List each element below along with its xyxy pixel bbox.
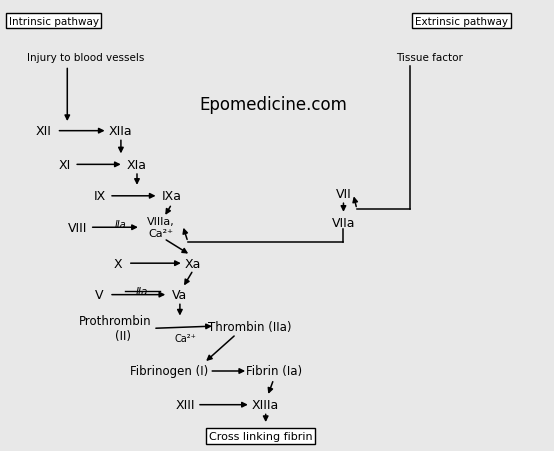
Text: Xa: Xa: [185, 257, 202, 270]
Text: IXa: IXa: [162, 190, 182, 203]
Text: Tissue factor: Tissue factor: [396, 52, 463, 62]
Text: V: V: [95, 289, 104, 301]
Text: VIIIa,
Ca²⁺: VIIIa, Ca²⁺: [147, 217, 175, 239]
Text: Ca²⁺: Ca²⁺: [175, 333, 196, 344]
Text: Cross linking fibrin: Cross linking fibrin: [208, 431, 312, 441]
Text: IIa: IIa: [115, 219, 127, 229]
Text: VII: VII: [336, 188, 351, 201]
Text: Fibrinogen (I): Fibrinogen (I): [130, 365, 208, 377]
Text: Fibrin (Ia): Fibrin (Ia): [245, 365, 302, 377]
Text: XIIa: XIIa: [109, 125, 133, 138]
Text: Epomedicine.com: Epomedicine.com: [200, 96, 348, 114]
Text: Injury to blood vessels: Injury to blood vessels: [27, 52, 145, 62]
Text: XIII: XIII: [176, 398, 195, 411]
Text: VIII: VIII: [68, 221, 88, 234]
Text: IIa: IIa: [136, 286, 148, 296]
Text: Intrinsic pathway: Intrinsic pathway: [9, 17, 99, 27]
Text: XIa: XIa: [127, 158, 147, 171]
Text: XI: XI: [59, 158, 71, 171]
Text: IX: IX: [93, 190, 106, 203]
Text: VIIa: VIIa: [332, 217, 355, 230]
Text: XIIIa: XIIIa: [252, 398, 279, 411]
Text: Extrinsic pathway: Extrinsic pathway: [415, 17, 508, 27]
Text: Va: Va: [172, 289, 187, 301]
Text: Prothrombin
    (II): Prothrombin (II): [79, 315, 152, 343]
Text: X: X: [114, 257, 122, 270]
Text: XII: XII: [35, 125, 51, 138]
Text: Thrombin (IIa): Thrombin (IIa): [208, 320, 291, 333]
